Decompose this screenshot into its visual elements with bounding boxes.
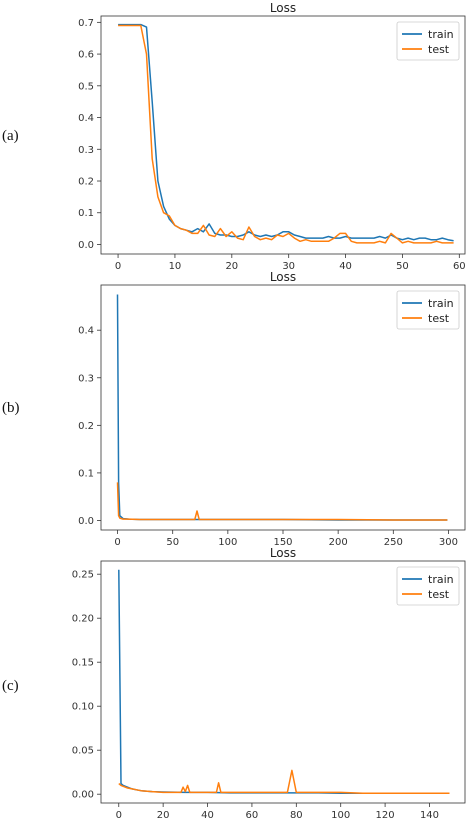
series-group — [116, 294, 448, 521]
chart-title: Loss — [270, 546, 296, 560]
legend-label-test: test — [428, 43, 450, 56]
series-group — [118, 23, 454, 244]
legend: train test — [396, 290, 460, 330]
y-tick-label: 0.4 — [78, 113, 94, 124]
y-tick-label: 0.1 — [78, 468, 94, 479]
legend-box — [396, 566, 460, 606]
x-tick-label: 10 — [169, 261, 182, 272]
x-tick-label: 120 — [376, 810, 395, 820]
legend-box — [396, 290, 460, 330]
x-tick-label: 0 — [116, 810, 122, 820]
y-tick-label: 0.7 — [78, 18, 94, 29]
x-tick-label: 80 — [290, 810, 303, 820]
x-tick-label: 250 — [384, 537, 403, 548]
x-tick-label: 60 — [246, 810, 259, 820]
x-tick-label: 200 — [329, 537, 348, 548]
legend-label-test: test — [428, 312, 450, 325]
series-line-test — [116, 482, 448, 521]
x-tick-label: 150 — [273, 537, 292, 548]
x-tick-label: 100 — [331, 810, 350, 820]
chart-panel-0: (a) Loss 0 10 20 30 40 50 60 0.0 0.1 0.2 0.3 0.4 0.5 0.… — [2, 1, 466, 272]
x-tick-label: 40 — [201, 810, 214, 820]
y-tick-label: 0.3 — [78, 373, 94, 384]
y-tick-label: 0.10 — [72, 702, 94, 713]
y-tick-label: 0.3 — [78, 145, 94, 156]
y-tick-label: 0.20 — [72, 614, 94, 625]
y-tick-label: 0.0 — [78, 240, 94, 251]
y-tick-label: 0.0 — [78, 516, 94, 527]
x-tick-label: 50 — [396, 261, 409, 272]
y-tick-label: 0.2 — [78, 421, 94, 432]
panel-label: (b) — [2, 400, 20, 416]
axes-frame — [100, 560, 466, 804]
x-tick-label: 60 — [453, 261, 466, 272]
x-tick-label: 300 — [439, 537, 458, 548]
chart-panel-2: (c) Loss 0 20 40 60 80 100 120 140 0.00 0.05 0.10 0.1… — [2, 546, 466, 820]
y-tick-label: 0.25 — [72, 570, 94, 581]
chart-title: Loss — [270, 1, 296, 15]
x-tick-label: 40 — [339, 261, 352, 272]
y-tick-label: 0.1 — [78, 208, 94, 219]
legend: train test — [396, 21, 460, 61]
x-tick-label: 50 — [166, 537, 179, 548]
series-group — [118, 569, 450, 795]
y-tick-label: 0.00 — [72, 790, 94, 801]
legend-label-train: train — [428, 573, 454, 586]
y-tick-label: 0.15 — [72, 658, 94, 669]
y-tick-label: 0.5 — [78, 81, 94, 92]
y-tick-label: 0.6 — [78, 50, 94, 61]
y-tick-label: 0.2 — [78, 177, 94, 188]
x-tick-label: 0 — [115, 261, 121, 272]
series-line-test — [118, 769, 450, 795]
y-tick-label: 0.4 — [78, 326, 94, 337]
legend-label-test: test — [428, 588, 450, 601]
chart-title: Loss — [270, 270, 296, 284]
axes-frame — [100, 15, 466, 255]
panel-label: (a) — [2, 128, 19, 144]
chart-panel-1: (b) Loss 0 50 100 150 200 250 300 0.0 0.1 0.2 0.3 0.4… — [2, 270, 466, 548]
legend-box — [396, 21, 460, 61]
legend: train test — [396, 566, 460, 606]
series-line-test — [118, 24, 454, 244]
legend-label-train: train — [428, 28, 454, 41]
x-tick-label: 20 — [157, 810, 170, 820]
x-tick-label: 0 — [114, 537, 120, 548]
x-tick-label: 100 — [218, 537, 237, 548]
legend-label-train: train — [428, 297, 454, 310]
x-tick-label: 30 — [282, 261, 295, 272]
y-tick-label: 0.05 — [72, 746, 94, 757]
panel-label: (c) — [2, 678, 19, 694]
x-tick-label: 20 — [225, 261, 238, 272]
x-tick-label: 140 — [420, 810, 439, 820]
